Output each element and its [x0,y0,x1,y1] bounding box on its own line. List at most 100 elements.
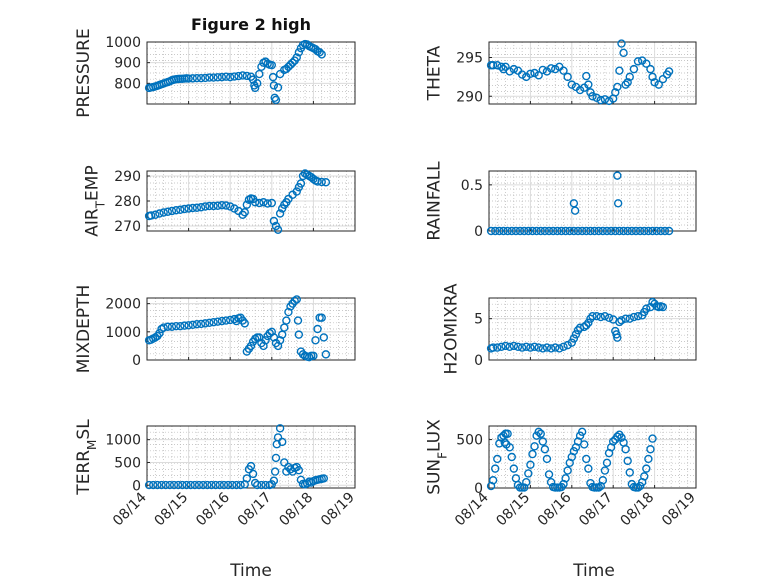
data-point [499,226,508,236]
data-point [617,316,626,325]
data-point [217,316,227,326]
data-point [546,64,556,73]
data-point [167,206,177,216]
data-point [253,79,262,88]
data-point [288,58,297,67]
data-point [497,342,506,351]
data-point [613,333,622,342]
data-point [650,78,659,87]
data-point [163,322,173,331]
data-point [664,67,674,76]
subplot-pressure: 800 900 1000 PRESSURE [74,28,356,118]
data-point [534,71,543,80]
data-point [192,73,202,83]
data-point [654,80,663,89]
data-point [621,445,630,454]
y-axis-label: H2OMIXRA [442,283,462,374]
figure-title: Figure 2 high [191,15,311,34]
data-point [563,466,572,475]
data-point [171,206,181,215]
data-point [165,480,175,490]
data-point [625,72,634,82]
subplot-h2omixra: 0 5 H2OMIXRA [442,283,697,375]
data-point [570,206,580,215]
y-axis-label: TERRMSL [74,419,99,496]
data-point [230,204,239,213]
data-point [192,203,202,212]
data-point [592,93,601,103]
data-point [292,295,301,304]
data-point [144,480,154,490]
data-point [544,470,554,479]
x-tick-label: 08/19 [659,490,699,530]
data-point [159,208,168,217]
x-tick-label: 08/14 [110,489,150,529]
y-tick-label: 1000 [105,325,141,341]
data-point [542,454,552,464]
data-point [267,198,276,208]
x-tick-label: 08/19 [318,490,358,530]
data-point [524,226,533,236]
data-point [509,341,519,351]
data-point [269,216,279,226]
data-point [557,226,566,236]
data-point [155,329,164,338]
x-tick-label: 08/14 [452,489,492,529]
data-point [553,226,562,236]
data-point [190,480,200,490]
data-point [146,211,156,220]
x-tick-label: 08/15 [152,490,192,530]
data-point [526,69,535,78]
data-point [311,336,320,345]
data-point [575,85,585,95]
y-tick-label: 800 [114,76,141,92]
data-point [611,88,620,97]
data-point [584,464,593,473]
data-point [615,317,624,327]
y-tick-label: 290 [456,89,483,105]
data-point [296,179,306,188]
data-point [503,429,512,438]
data-point [584,80,593,89]
data-point [205,201,214,211]
data-point [184,204,193,213]
data-point [493,61,502,70]
data-point [232,480,241,490]
data-point [242,71,252,81]
data-point [524,469,533,478]
data-point [573,326,583,335]
data-point [588,311,597,321]
data-point [184,74,193,83]
data-point [221,72,231,81]
data-point [501,341,510,351]
data-point [205,318,214,327]
data-point [186,480,195,490]
data-point [573,226,583,236]
data-point [282,467,291,476]
data-point [644,454,653,464]
x-axis-label-right: Time [572,561,615,581]
data-point [503,226,512,236]
data-point [238,71,247,80]
data-point [625,468,634,477]
y-axis-label: SUNFLUX [425,419,450,495]
data-point [509,464,519,473]
data-point [225,202,235,211]
data-point [159,323,168,332]
data-point [198,480,208,490]
data-point [273,83,283,92]
data-point [538,437,548,446]
data-point [194,480,204,490]
data-point [530,342,539,351]
data-point [230,72,239,81]
data-point [656,226,666,236]
data-point [250,334,260,344]
data-point [196,319,206,329]
data-point [280,458,289,467]
y-axis-label: PRESSURE [74,28,94,117]
data-point [317,50,326,59]
data-point [631,226,641,236]
data-point [648,72,657,82]
data-point [497,62,506,72]
data-point [215,480,225,490]
